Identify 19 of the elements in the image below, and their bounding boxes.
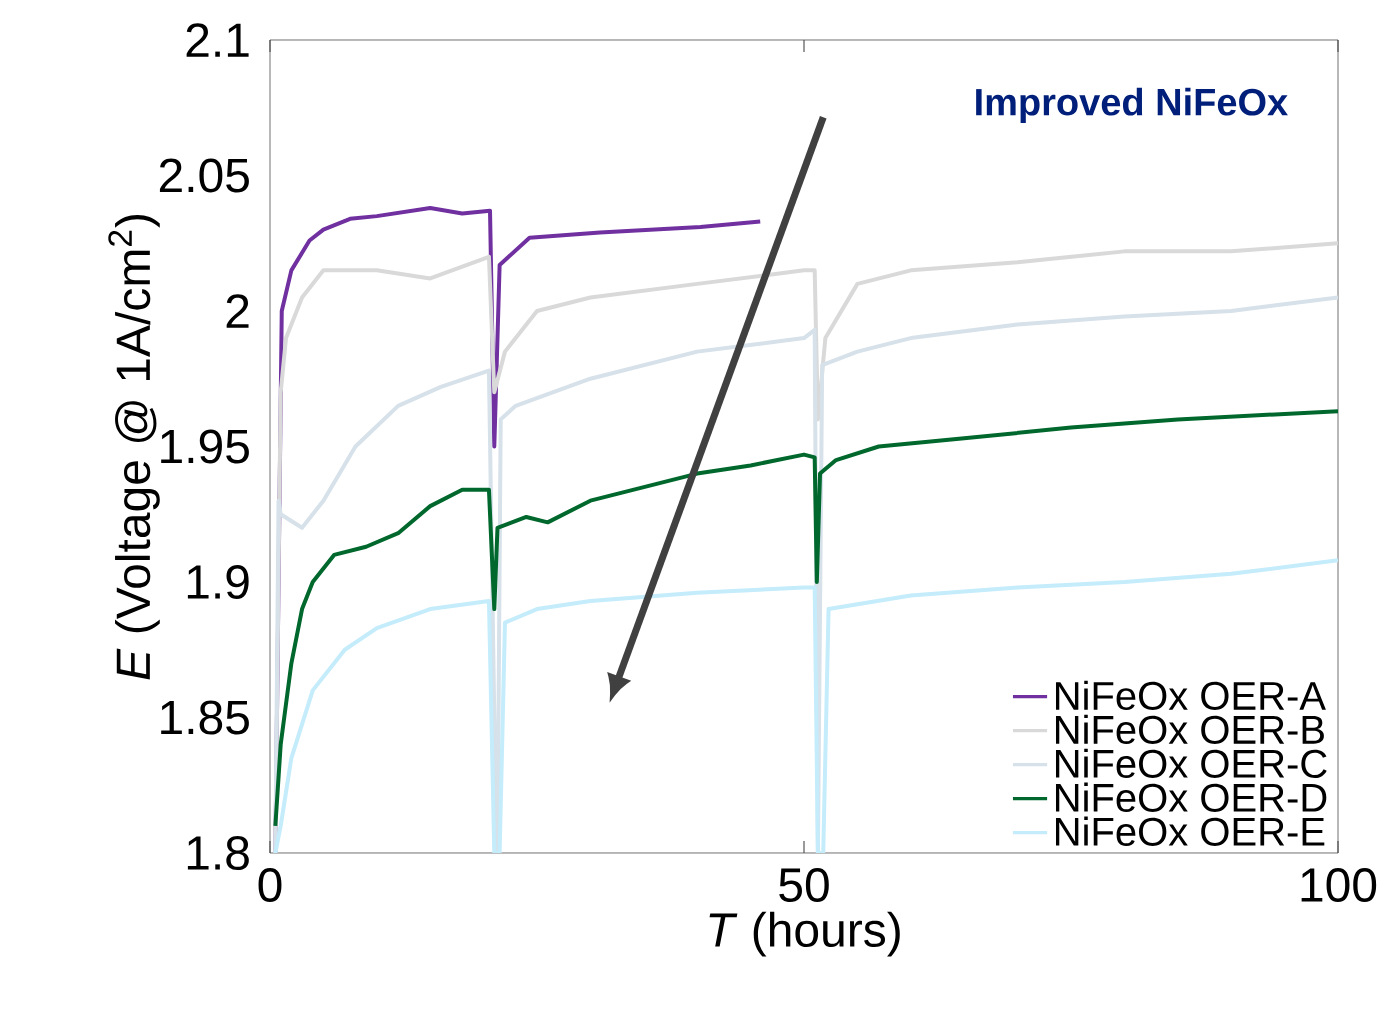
y-tick-label: 1.95 [161,429,249,464]
legend-label: NiFeOx OER-E [1055,816,1325,846]
y-tick-label: 2.05 [159,158,249,193]
x-tick-label: 0 [258,868,282,903]
line-series [273,558,1339,853]
y-tick-label: 1.9 [187,565,249,599]
legend-label: NiFeOx OER-C [1055,748,1327,778]
x-axis-title: T (hours) [709,911,900,957]
y-tick-label: 1.85 [161,700,249,735]
x-tick-label: 100 [1301,868,1377,903]
annotation: Improved NiFeOx [976,87,1288,124]
y-tick-label: 2 [226,294,249,328]
legend-label: NiFeOx OER-D [1055,782,1327,812]
y-tick-label: 2.1 [186,23,249,57]
legend-label: NiFeOx OER-B [1055,714,1324,745]
y-tick-label: 1.8 [187,836,249,870]
x-tick-label: 50 [779,868,829,903]
legend-label: NiFeOx OER-A [1055,680,1326,711]
y-axis-title: E (Voltage @ 1A/cm$^{2}$) [108,214,160,680]
